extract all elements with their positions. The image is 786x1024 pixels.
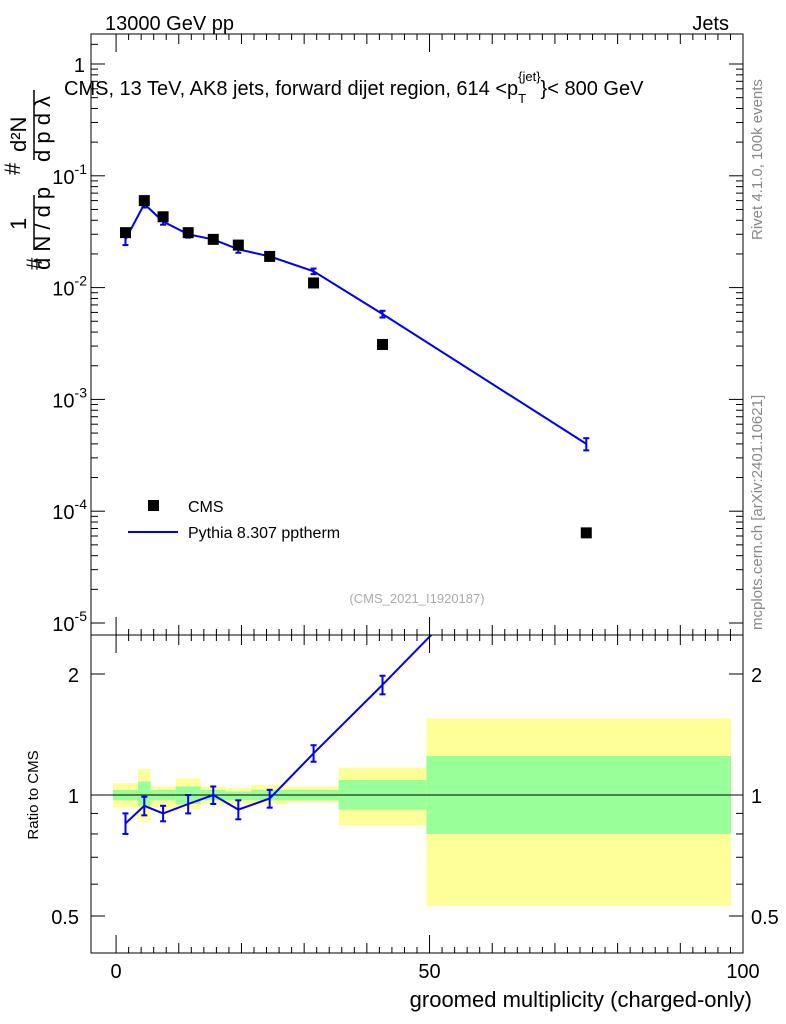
process-label: Jets <box>692 13 729 35</box>
y-tick-label: 10-5 <box>52 608 87 636</box>
svg-text:d N / d p: d N / d p <box>30 187 55 270</box>
ratio-y-label: Ratio to CMS <box>25 750 42 839</box>
mcplots-label: mcplots.cern.ch [arXiv:2401.10621] <box>749 395 766 630</box>
ratio-tick-label-left: 2 <box>68 665 79 687</box>
ratio-inner-band <box>138 781 151 806</box>
y-tick-label: 10-2 <box>52 273 87 301</box>
ratio-y-ticks: 0.5 0.5 1 1 2 2 <box>51 665 779 929</box>
svg-text:d p d λ: d p d λ <box>30 96 55 162</box>
cms-data-point <box>138 195 150 207</box>
x-tick-label: 100 <box>726 961 759 983</box>
y-tick-label: 1 <box>74 55 85 77</box>
y-axis-label: # 1 d N / d p # d²N d p d λ <box>0 90 55 270</box>
legend-pythia-label: Pythia 8.307 pptherm <box>188 525 340 542</box>
x-tick-label: 50 <box>418 961 440 983</box>
y-tick-label: 10-1 <box>52 161 87 189</box>
y-tick-label: 10-4 <box>52 496 87 524</box>
x-axis-label: groomed multiplicity (charged-only) <box>410 987 752 1012</box>
pythia-line <box>124 202 587 445</box>
rivet-version-label: Rivet 4.1.0, 100k events <box>749 79 766 240</box>
ratio-series-layer <box>122 635 433 835</box>
ratio-tick-label-right: 0.5 <box>751 907 779 929</box>
svg-text:#: # <box>0 162 25 175</box>
svg-text:#: # <box>22 257 47 270</box>
analysis-id: (CMS_2021_I1920187) <box>349 591 484 606</box>
energy-label: 13000 GeV pp <box>105 13 234 35</box>
cms-data-point <box>157 211 169 223</box>
cms-data-point <box>119 227 131 239</box>
cms-data-point <box>308 277 320 289</box>
ratio-line <box>124 635 433 825</box>
legend: CMS Pythia 8.307 pptherm <box>128 499 340 542</box>
main-plot-frame <box>90 33 744 636</box>
cms-data-point <box>264 250 276 262</box>
cms-data-point <box>182 227 194 239</box>
main-series-layer <box>119 195 592 539</box>
x-tick-label: 0 <box>111 961 122 983</box>
cms-data-point <box>377 338 389 350</box>
cms-data-point <box>232 239 244 251</box>
y-tick-label: 10-3 <box>52 384 87 412</box>
legend-cms-marker <box>148 500 159 511</box>
ratio-inner-band <box>225 791 251 801</box>
ratio-clipped-group <box>122 635 433 835</box>
cms-data-point <box>580 527 592 539</box>
plot-title: CMS, 13 TeV, AK8 jets, forward dijet reg… <box>64 69 644 106</box>
svg-text:d²N: d²N <box>6 117 31 152</box>
cms-data-point <box>207 233 219 245</box>
ratio-tick-label-right: 1 <box>751 786 762 808</box>
ratio-tick-label-left: 1 <box>68 786 79 808</box>
legend-cms-label: CMS <box>188 499 224 516</box>
ratio-tick-label-right: 2 <box>751 665 762 687</box>
ratio-tick-label-left: 0.5 <box>51 907 79 929</box>
svg-text:1: 1 <box>6 218 31 230</box>
x-axis-ticks: 0 50 100 <box>111 34 760 983</box>
main-y-ticks: 10-5 10-4 10-3 10-2 10-1 1 <box>52 43 743 636</box>
ratio-bands-layer <box>112 718 731 906</box>
